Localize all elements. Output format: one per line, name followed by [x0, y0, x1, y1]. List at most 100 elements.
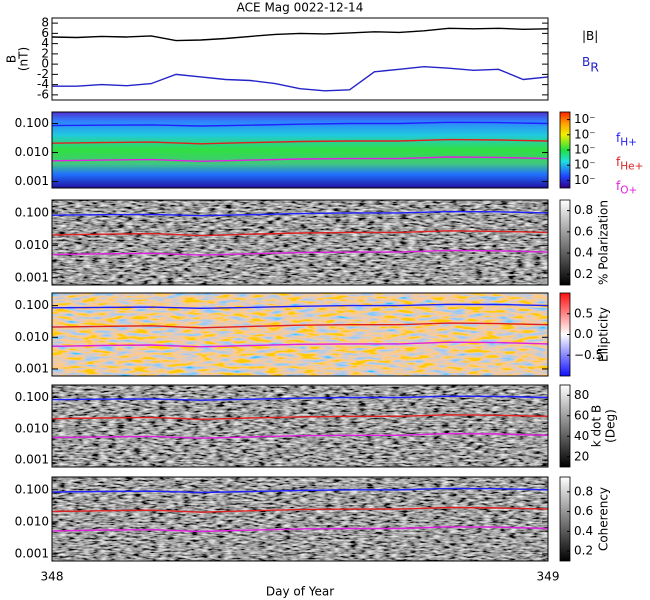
colorbar-tick-label: 60 — [574, 408, 589, 422]
series-line — [51, 156, 549, 163]
series-line — [51, 395, 549, 401]
chart-title: ACE Mag 0022-12-14 — [237, 1, 364, 15]
y-tick-label: 6 — [41, 26, 49, 40]
series-line — [51, 230, 549, 237]
plot-frame — [51, 199, 549, 286]
plot-frame — [51, 17, 549, 101]
y-tick-label: 0.010 — [15, 421, 49, 435]
y-tick-label: 0.001 — [15, 453, 49, 467]
y-axis-label: B — [5, 55, 19, 63]
y-tick-label: -4 — [37, 77, 49, 91]
colorbar — [559, 384, 571, 468]
colorbar-tick-label: 10⁻ — [574, 143, 596, 157]
colorbar-tick-label: 0.0 — [574, 327, 593, 341]
colorbar-tick-label: 0.2 — [574, 267, 593, 281]
colorbar-tick-label: 10⁻ — [574, 173, 596, 187]
series-line — [51, 506, 549, 513]
series-line — [51, 121, 549, 127]
plot-frame — [51, 111, 549, 189]
y-tick-label: 0.001 — [15, 546, 49, 560]
legend-label: f — [616, 155, 621, 169]
series-line — [51, 210, 549, 217]
series-line — [51, 432, 549, 439]
legend-subscript: R — [590, 59, 599, 74]
colorbar-tick-label: 20 — [574, 449, 589, 463]
y-tick-label: 8 — [41, 16, 49, 30]
y-tick-label: 0.010 — [15, 330, 49, 344]
y-tick-label: 4 — [41, 36, 49, 50]
legend-entry: fH+ — [616, 131, 637, 149]
y-tick-label: -2 — [37, 67, 49, 81]
colorbar-tick-label: −0.5 — [574, 348, 603, 362]
colorbar-tick-label: 0.8 — [574, 203, 593, 217]
spectrogram-image — [52, 293, 548, 376]
colorbar-label: k dot B — [590, 405, 604, 447]
legend-subscript: H+ — [620, 137, 637, 149]
colorbar-tick-label: 10⁻ — [574, 158, 596, 172]
plot-frame — [51, 384, 549, 468]
y-tick-label: 0.100 — [15, 205, 49, 219]
y-tick-label: 0.010 — [15, 145, 49, 159]
legend-entry: fO+ — [616, 179, 637, 197]
colorbar-tick-label: 0.6 — [574, 504, 593, 518]
x-tick-label: 348 — [41, 570, 64, 584]
y-axis-label: (nT) — [17, 47, 31, 71]
colorbar — [559, 199, 571, 286]
series-line — [51, 322, 549, 329]
colorbar-tick-label: 10⁻ — [574, 112, 596, 126]
legend-entry: fHe+ — [616, 155, 643, 173]
series-line — [51, 27, 549, 42]
colorbar-label: (Deg) — [604, 409, 618, 443]
spectrogram-image — [52, 200, 548, 285]
legend-label: |B| — [582, 29, 598, 43]
y-tick-label: 2 — [41, 46, 49, 60]
y-tick-label: 0.001 — [15, 361, 49, 375]
x-tick-label: 349 — [537, 570, 560, 584]
legend-entry: |B| — [582, 29, 598, 43]
series-line — [51, 341, 549, 348]
colorbar-tick-label: 0.5 — [574, 306, 593, 320]
colorbar-label: Ellipticity — [597, 307, 611, 362]
legend-entry: BR — [582, 55, 599, 74]
spectrogram-image — [52, 112, 548, 188]
colorbar-tick-label: 0.8 — [574, 484, 593, 498]
series-line — [52, 65, 549, 92]
colorbar — [559, 476, 571, 562]
colorbar-label: % Polarization — [597, 200, 611, 285]
y-tick-label: 0.001 — [15, 174, 49, 188]
spectrogram-image — [52, 385, 548, 467]
colorbar-tick-label: 40 — [574, 429, 589, 443]
colorbar-tick-label: 80 — [574, 388, 589, 402]
legend-label: B — [582, 55, 590, 69]
spectrogram-image — [52, 477, 548, 561]
y-tick-label: 0.001 — [15, 270, 49, 284]
series-line — [51, 303, 549, 310]
colorbar-tick-label: 0.2 — [574, 544, 593, 558]
colorbar-tick-label: 0.4 — [574, 524, 593, 538]
y-tick-label: -6 — [37, 87, 49, 101]
series-line — [51, 138, 549, 145]
x-axis-label: Day of Year — [266, 585, 334, 599]
plot-frame — [51, 476, 549, 562]
legend-subscript: He+ — [620, 161, 643, 173]
y-tick-label: 0.100 — [15, 116, 49, 130]
y-tick-label: 0.100 — [15, 298, 49, 312]
colorbar-tick-label: 10⁻ — [574, 127, 596, 141]
legend-label: f — [616, 179, 621, 193]
y-tick-label: 0.010 — [15, 238, 49, 252]
colorbar-tick-label: 0.4 — [574, 246, 593, 260]
legend-label: f — [616, 131, 621, 145]
series-line — [51, 414, 549, 421]
plot-frame — [51, 292, 549, 377]
series-line — [51, 526, 549, 533]
colorbar-tick-label: 0.6 — [574, 224, 593, 238]
series-line — [51, 487, 549, 494]
y-tick-label: 0 — [41, 57, 49, 71]
y-tick-label: 0.010 — [15, 514, 49, 528]
y-tick-label: 0.100 — [15, 390, 49, 404]
y-tick-label: 0.100 — [15, 482, 49, 496]
colorbar-label: Coherency — [597, 487, 611, 551]
legend-subscript: O+ — [620, 185, 637, 197]
